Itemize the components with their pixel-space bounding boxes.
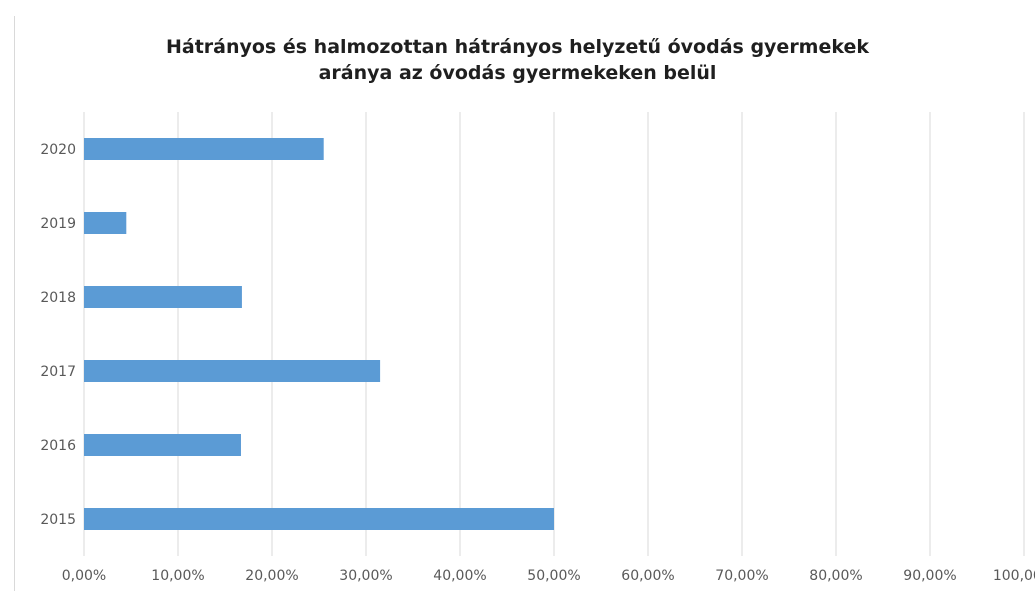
x-tick-label: 100,00% <box>993 568 1035 584</box>
x-tick-label: 70,00% <box>715 568 768 584</box>
bar-2018 <box>84 286 242 308</box>
y-tick-label: 2015 <box>40 512 76 528</box>
chart-title-line-2: aránya az óvodás gyermekeken belül <box>318 62 717 84</box>
bar-2019 <box>84 212 127 234</box>
bar-2017 <box>84 360 381 382</box>
x-tick-label: 80,00% <box>809 568 862 584</box>
x-tick-label: 40,00% <box>433 568 486 584</box>
x-tick-label: 30,00% <box>339 568 392 584</box>
bars <box>84 138 554 530</box>
gridlines <box>83 112 1025 556</box>
bar-2016 <box>84 434 241 456</box>
bar-2020 <box>84 138 324 160</box>
y-tick-label: 2017 <box>40 364 76 380</box>
x-tick-label: 0,00% <box>62 568 106 584</box>
chart-title-line-1: Hátrányos és halmozottan hátrányos helyz… <box>165 36 870 58</box>
x-tick-label: 90,00% <box>903 568 956 584</box>
y-axis-labels: 2015 2016 2017 2018 2019 2020 <box>40 142 76 528</box>
y-tick-label: 2020 <box>40 142 76 158</box>
x-tick-label: 20,00% <box>245 568 298 584</box>
x-tick-label: 50,00% <box>527 568 580 584</box>
x-axis-labels: 0,00% 10,00% 20,00% 30,00% 40,00% 50,00% 60,00… <box>62 568 1035 584</box>
x-tick-label: 60,00% <box>621 568 674 584</box>
y-tick-label: 2016 <box>40 438 76 454</box>
bar-2015 <box>84 508 554 530</box>
chart-title: Hátrányos és halmozottan hátrányos helyz… <box>0 34 1035 86</box>
chart-frame <box>14 16 1035 591</box>
y-tick-label: 2018 <box>40 290 76 306</box>
y-tick-label: 2019 <box>40 216 76 232</box>
x-tick-label: 10,00% <box>151 568 204 584</box>
